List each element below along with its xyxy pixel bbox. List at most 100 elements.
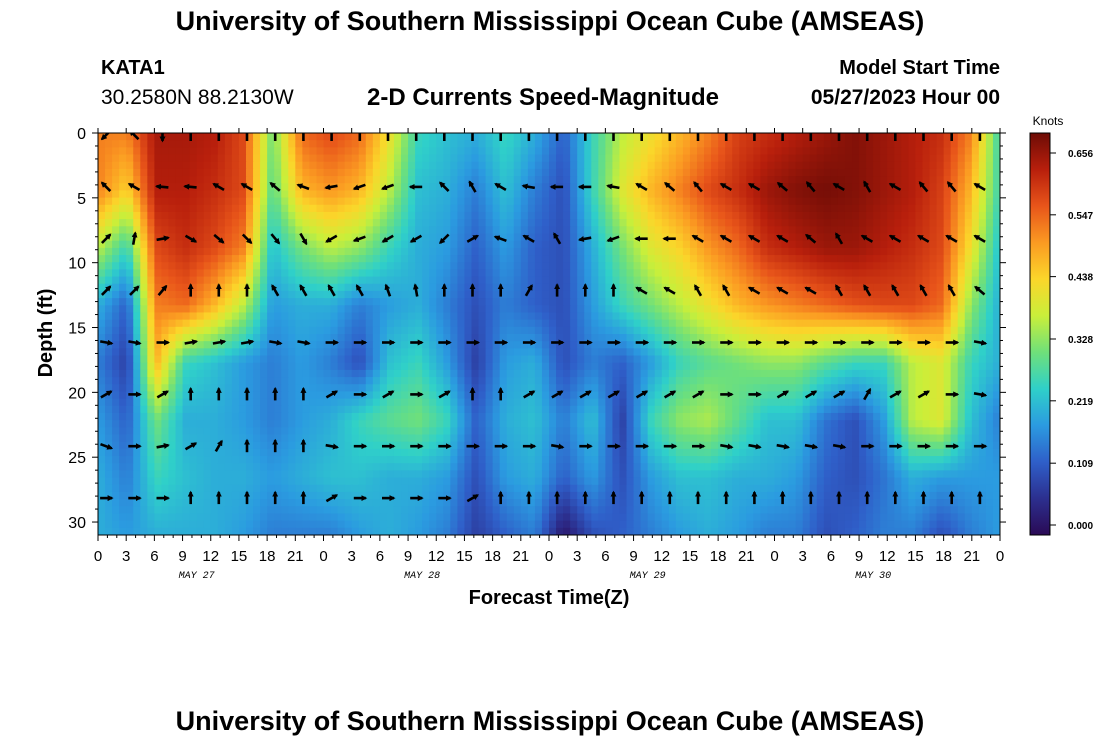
heatmap-cell [689, 240, 698, 249]
heatmap-cell [267, 154, 275, 163]
heatmap-cell [915, 290, 924, 299]
heatmap-cell [443, 276, 451, 285]
heatmap-cell [386, 133, 395, 141]
heatmap-cell [133, 226, 141, 235]
heatmap-cell [816, 283, 825, 292]
heatmap-cell [386, 154, 395, 163]
heatmap-cell [527, 204, 536, 213]
heatmap-cell [689, 290, 698, 299]
heatmap-cell [992, 398, 1000, 407]
heatmap-cell [598, 197, 606, 206]
heatmap-cell [231, 283, 240, 292]
heatmap-cell [154, 197, 163, 206]
heatmap-cell [98, 255, 106, 263]
heatmap-cell [950, 334, 959, 342]
heatmap-cell [626, 398, 635, 407]
heatmap-cell [816, 341, 825, 349]
heatmap-cell [231, 240, 240, 249]
heatmap-cell [471, 290, 480, 299]
heatmap-cell [732, 161, 740, 170]
heatmap-cell [633, 168, 642, 177]
heatmap-cell [485, 334, 494, 342]
heatmap-cell [978, 334, 987, 342]
heatmap-cell [922, 168, 931, 177]
heatmap-cell [943, 211, 952, 220]
heatmap-cell [541, 233, 550, 242]
heatmap-cell [626, 255, 635, 263]
heatmap-cell [929, 326, 938, 335]
heatmap-cell [591, 226, 599, 235]
heatmap-cell [337, 326, 346, 335]
heatmap-cell [231, 168, 240, 177]
heatmap-cell [337, 262, 346, 270]
heatmap-cell [323, 269, 332, 278]
heatmap-cell [309, 140, 318, 148]
heatmap-cell [372, 362, 381, 371]
heatmap-cell [950, 255, 959, 263]
heatmap-cell [112, 319, 120, 328]
heatmap-cell [281, 176, 289, 184]
heatmap-cell [619, 183, 628, 192]
heatmap-cell [316, 161, 325, 170]
heatmap-cell [415, 211, 423, 220]
heatmap-cell [704, 283, 712, 292]
heatmap-cell [992, 168, 1000, 177]
heatmap-cell [316, 133, 325, 141]
heatmap-cell [718, 283, 726, 292]
heatmap-cell [408, 398, 416, 407]
heatmap-cell [626, 348, 635, 357]
heatmap-cell [556, 290, 564, 299]
heatmap-cell [830, 211, 839, 220]
heatmap-cell [767, 161, 776, 170]
heatmap-cell [302, 319, 311, 328]
heatmap-cell [689, 190, 698, 199]
heatmap-cell [175, 161, 184, 170]
heatmap-cell [830, 283, 839, 292]
heatmap-cell [253, 341, 261, 349]
heatmap-cell [302, 204, 311, 213]
heatmap-cell [260, 161, 268, 170]
heatmap-cell [471, 211, 480, 220]
heatmap-cell [147, 240, 155, 249]
heatmap-cell [626, 190, 635, 199]
heatmap-cell [168, 133, 177, 141]
heatmap-cell [245, 377, 254, 385]
heatmap-cell [957, 204, 966, 213]
heatmap-cell [450, 276, 458, 285]
heatmap-cell [147, 305, 155, 314]
heatmap-cell [393, 348, 402, 357]
heatmap-cell [922, 219, 931, 227]
heatmap-cell [929, 233, 938, 242]
heatmap-cell [668, 154, 677, 163]
heatmap-cell [274, 369, 282, 378]
heatmap-cell [661, 269, 670, 278]
heatmap-cell [231, 147, 240, 156]
heatmap-cell [175, 341, 184, 349]
heatmap-cell [661, 276, 670, 285]
heatmap-cell [365, 255, 374, 263]
heatmap-cell [823, 369, 832, 378]
heatmap-cell [119, 262, 127, 270]
heatmap-cell [971, 384, 980, 393]
heatmap-cell [238, 240, 247, 249]
heatmap-cell [675, 133, 684, 141]
heatmap-cell [823, 247, 832, 256]
heatmap-cell [978, 161, 987, 170]
heatmap-cell [732, 355, 740, 364]
heatmap-cell [443, 377, 451, 385]
heatmap-cell [267, 147, 275, 156]
heatmap-cell [605, 319, 614, 328]
heatmap-cell [203, 226, 212, 235]
heatmap-cell [704, 211, 712, 220]
heatmap-cell [358, 140, 367, 148]
heatmap-cell [816, 247, 825, 256]
heatmap-cell [450, 168, 458, 177]
heatmap-cell [788, 211, 797, 220]
heatmap-cell [253, 384, 261, 393]
heatmap-cell [880, 319, 888, 328]
heatmap-cell [506, 190, 515, 199]
heatmap-cell [704, 369, 712, 378]
heatmap-cell [499, 190, 508, 199]
heatmap-cell [344, 211, 353, 220]
heatmap-cell [964, 183, 973, 192]
